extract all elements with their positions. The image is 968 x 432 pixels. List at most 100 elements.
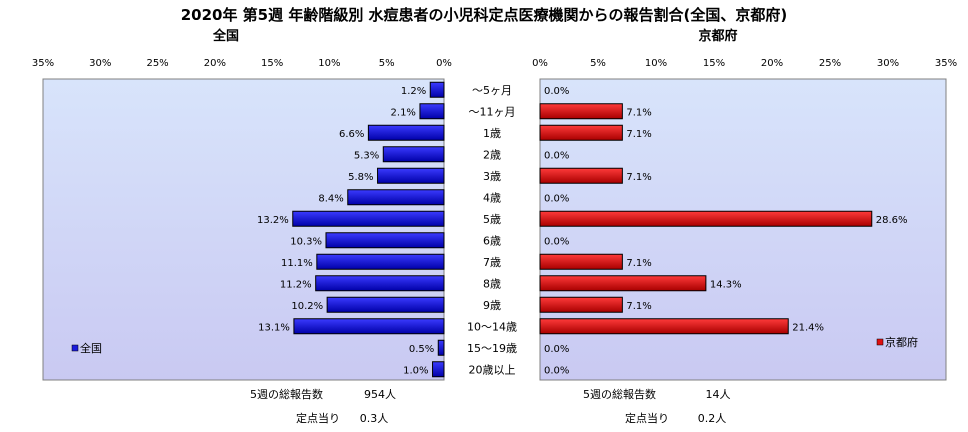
left-bar	[437, 339, 445, 356]
category-label: 1歳	[483, 127, 501, 140]
left-bar	[315, 275, 445, 292]
left-data-label: 0.5%	[409, 344, 434, 355]
right-data-label: 0.0%	[544, 150, 569, 161]
right-data-label: 7.1%	[626, 129, 651, 140]
right-total-value: 14人	[706, 388, 731, 401]
left-x-tick-label: 5%	[379, 58, 395, 69]
left-data-label: 2.1%	[391, 107, 416, 118]
right-legend: 京都府	[876, 335, 918, 349]
left-legend-label: 全国	[80, 341, 102, 355]
right-data-label: 0.0%	[544, 193, 569, 204]
right-subtitle: 京都府	[698, 28, 737, 44]
left-x-tick-label: 35%	[32, 58, 54, 69]
left-bar	[382, 146, 445, 163]
left-bar	[325, 232, 445, 249]
right-x-tick-labels: 0% 5% 10% 15% 20% 25% 30% 35%	[532, 58, 957, 69]
left-legend-swatch	[71, 344, 79, 352]
left-data-label: 6.6%	[339, 129, 364, 140]
left-x-tick-label: 15%	[261, 58, 283, 69]
left-bar	[367, 124, 445, 141]
right-bar	[539, 296, 623, 313]
left-per-label: 定点当り	[296, 411, 340, 425]
right-data-label: 7.1%	[626, 301, 651, 312]
right-bar	[539, 210, 873, 227]
category-label: 8歳	[483, 277, 501, 290]
right-bar	[539, 253, 623, 270]
left-data-label: 1.0%	[403, 365, 428, 376]
left-total-label: 5週の総報告数	[250, 387, 323, 401]
category-label: 7歳	[483, 256, 501, 269]
right-bar	[539, 275, 707, 292]
right-data-label: 21.4%	[792, 322, 824, 333]
left-data-label: 10.3%	[290, 236, 322, 247]
left-bar	[326, 296, 445, 313]
left-x-tick-label: 0%	[436, 58, 452, 69]
left-subtitle: 全国	[212, 28, 239, 44]
left-bar	[429, 81, 445, 98]
left-per-value: 0.3人	[360, 412, 389, 425]
right-plot-area	[539, 78, 947, 381]
left-data-label: 13.2%	[257, 215, 289, 226]
left-data-labels: 1.2% 2.1% 6.6% 5.3% 5.8% 8.4% 13.2%10.3% 11.1% 1…	[257, 86, 434, 377]
category-labels: ～5ヶ月 ～11ヶ月 1歳 2歳 3歳 4歳 5歳 6歳 7歳 8歳 9歳 10～14歳 15～19歳 2…	[467, 84, 517, 377]
right-x-tick-label: 10%	[645, 58, 667, 69]
left-data-label: 11.2%	[280, 279, 312, 290]
category-label: 9歳	[483, 299, 501, 312]
right-bar	[539, 124, 623, 141]
left-bar	[293, 318, 445, 335]
left-bar	[347, 189, 445, 206]
left-bar	[432, 361, 445, 378]
left-data-label: 13.1%	[258, 322, 290, 333]
left-bar	[377, 167, 445, 184]
category-label: ～5ヶ月	[472, 84, 512, 97]
left-footer: 5週の総報告数 954人 定点当り 0.3人	[250, 387, 396, 425]
category-label: 20歳以上	[469, 363, 516, 376]
left-x-tick-label: 25%	[146, 58, 168, 69]
right-x-tick-label: 20%	[761, 58, 783, 69]
left-x-tick-label: 30%	[89, 58, 111, 69]
left-data-label: 1.2%	[401, 86, 426, 97]
left-bar	[292, 210, 445, 227]
right-bar	[539, 103, 623, 120]
right-x-tick-label: 15%	[703, 58, 725, 69]
right-data-label: 0.0%	[544, 86, 569, 97]
left-bars	[292, 81, 445, 378]
category-label: 6歳	[483, 234, 501, 247]
left-data-label: 5.3%	[354, 150, 379, 161]
category-label: 3歳	[483, 170, 501, 183]
right-x-tick-label: 30%	[877, 58, 899, 69]
right-legend-swatch	[876, 338, 884, 346]
category-label: ～11ヶ月	[469, 105, 516, 118]
right-per-value: 0.2人	[698, 412, 727, 425]
right-per-label: 定点当り	[625, 411, 669, 425]
left-data-label: 11.1%	[281, 258, 313, 269]
right-bar	[539, 167, 623, 184]
right-data-label: 0.0%	[544, 236, 569, 247]
right-data-label: 0.0%	[544, 365, 569, 376]
category-label: 10～14歳	[467, 320, 517, 333]
right-data-labels: 0.0% 7.1% 7.1% 0.0% 7.1% 0.0% 28.6% 0.0% 7.1% 14.…	[544, 86, 908, 377]
right-footer: 5週の総報告数 14人 定点当り 0.2人	[583, 387, 731, 425]
right-data-label: 0.0%	[544, 344, 569, 355]
right-data-label: 14.3%	[710, 279, 742, 290]
right-total-label: 5週の総報告数	[583, 387, 656, 401]
right-bar	[539, 318, 789, 335]
left-bar	[419, 103, 445, 120]
category-label: 15～19歳	[467, 342, 517, 355]
right-x-tick-label: 0%	[532, 58, 548, 69]
right-data-label: 7.1%	[626, 172, 651, 183]
left-total-value: 954人	[364, 388, 396, 401]
left-x-tick-label: 20%	[204, 58, 226, 69]
left-bar	[316, 253, 445, 270]
category-label: 5歳	[483, 213, 501, 226]
right-legend-label: 京都府	[885, 335, 918, 349]
left-legend: 全国	[71, 341, 102, 355]
left-data-label: 5.8%	[348, 172, 373, 183]
left-data-label: 8.4%	[318, 193, 343, 204]
chart-title: 2020年 第5週 年齢階級別 水痘患者の小児科定点医療機関からの報告割合(全国…	[181, 6, 788, 24]
left-x-tick-labels: 35% 30% 25% 20% 15% 10% 5% 0%	[32, 58, 452, 69]
right-x-tick-label: 25%	[819, 58, 841, 69]
category-label: 2歳	[483, 148, 501, 161]
right-data-label: 28.6%	[876, 215, 908, 226]
right-x-tick-label: 35%	[935, 58, 957, 69]
